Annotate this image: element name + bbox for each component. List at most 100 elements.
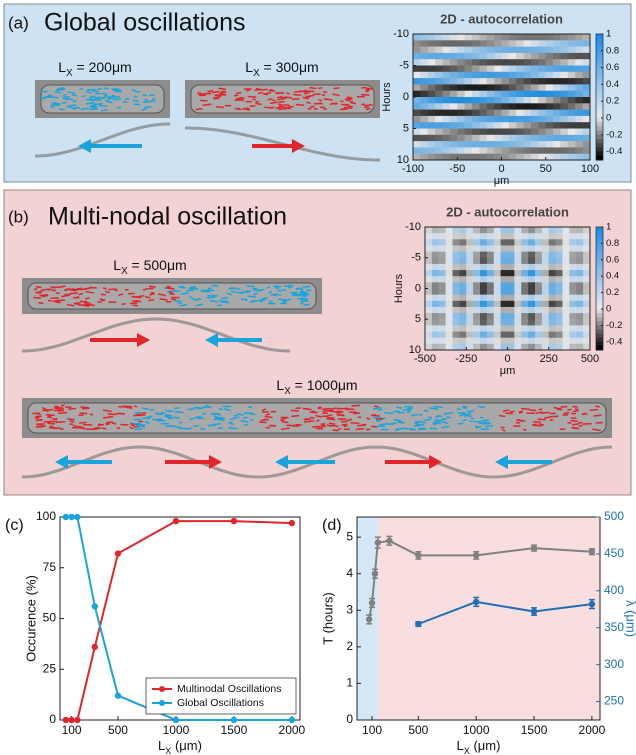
heatmap-texture [516, 103, 524, 110]
velocity-arrow [228, 422, 232, 423]
heatmap-texture [546, 135, 554, 142]
heatmap-texture [465, 53, 473, 60]
heatmap-texture [443, 129, 451, 136]
heatmap-texture [502, 40, 510, 47]
velocity-arrow [248, 296, 256, 297]
heatmap-texture [466, 276, 473, 283]
heatmap-texture [538, 141, 546, 148]
y-tick-label: 0 [346, 712, 353, 726]
heatmap-texture [420, 122, 428, 129]
heatmap-texture [446, 313, 453, 320]
heatmap-texture [553, 129, 561, 136]
heatmap-texture [556, 239, 563, 246]
heatmap-texture [502, 47, 510, 54]
velocity-arrow [117, 107, 121, 108]
heatmap-texture [473, 276, 480, 283]
y-axis-label: T (hours) [320, 592, 335, 645]
heatmap-texture [480, 264, 487, 271]
label-rest: (μm) [470, 738, 501, 753]
heatmap-texture [528, 245, 535, 252]
colorbar-segment [596, 34, 603, 39]
velocity-arrow [301, 295, 306, 296]
heatmap-texture [542, 233, 549, 240]
heatmap-texture [531, 53, 539, 60]
heatmap-texture [546, 66, 554, 73]
heatmap-texture [472, 91, 480, 98]
data-point [589, 601, 595, 607]
velocity-arrow [523, 429, 527, 430]
heatmap-texture [561, 66, 569, 73]
label-main: L [457, 738, 464, 753]
heatmap-texture [538, 47, 546, 54]
colorbar-segment [596, 126, 603, 131]
heatmap-texture [509, 72, 517, 79]
heatmap-texture [553, 66, 561, 73]
heatmap-texture [479, 34, 487, 41]
heatmap-texture [563, 245, 570, 252]
velocity-arrow [291, 416, 299, 417]
heatmap-texture [413, 129, 421, 136]
heatmap-texture [443, 110, 451, 117]
colorbar-segment [596, 297, 603, 302]
heatmap-texture [553, 97, 561, 104]
heatmap-texture [502, 59, 510, 66]
heatmap-texture [556, 245, 563, 252]
heatmap-texture [450, 103, 458, 110]
heatmap-texture [473, 295, 480, 302]
figure: (a) Global oscillations (b) Multi-nodal … [0, 0, 636, 755]
heatmap-texture [563, 239, 570, 246]
heatmap-texture [568, 47, 576, 54]
heatmap-texture [494, 239, 501, 246]
heatmap-texture [413, 135, 421, 142]
heatmap-texture [435, 147, 443, 154]
heatmap-texture [435, 53, 443, 60]
heatmap-texture [439, 338, 446, 345]
heatmap-texture [549, 252, 556, 259]
heatmap-texture [583, 141, 591, 148]
heatmap-texture [538, 116, 546, 123]
heatmap-texture [521, 252, 528, 259]
heatmap-texture [479, 91, 487, 98]
heatmap-texture [508, 325, 515, 332]
heatmap-texture [425, 325, 432, 332]
heatmap-texture [568, 91, 576, 98]
heatmap-texture [524, 66, 532, 73]
data-point [173, 518, 179, 524]
velocity-arrow [104, 95, 108, 96]
heatmap-texture [443, 154, 451, 161]
heatmap-texture [501, 233, 508, 240]
heatmap-texture [459, 227, 466, 234]
heatmap-texture [575, 154, 583, 161]
heatmap-texture [428, 129, 436, 136]
heatmap-texture [549, 289, 556, 296]
y-tick-label: 75 [43, 560, 57, 574]
heatmap-texture [487, 84, 495, 91]
heatmap-texture [435, 129, 443, 136]
heatmap-texture [466, 252, 473, 259]
heatmap-texture [435, 116, 443, 123]
velocity-arrow [138, 296, 145, 297]
velocity-arrow [435, 420, 438, 421]
data-point [231, 717, 237, 723]
heatmap-texture [508, 332, 515, 339]
heatmap-texture [546, 110, 554, 117]
y-tick-label: 5 [346, 529, 353, 543]
heatmap-texture [569, 307, 576, 314]
heatmap-texture [524, 72, 532, 79]
heatmap-texture [479, 53, 487, 60]
heatmap-texture [439, 245, 446, 252]
colorbar-segment [596, 235, 603, 240]
heatmap-texture [466, 338, 473, 345]
heatmap-texture [413, 141, 421, 148]
heatmap-texture [556, 258, 563, 265]
velocity-arrow [521, 408, 530, 409]
velocity-arrow [344, 426, 348, 427]
heatmap-texture [459, 325, 466, 332]
heatmap-texture [553, 72, 561, 79]
heatmap-texture [502, 91, 510, 98]
heatmap-texture [549, 332, 556, 339]
heatmap-texture [568, 84, 576, 91]
velocity-arrow [54, 408, 60, 409]
heatmap-texture [521, 289, 528, 296]
velocity-arrow [193, 425, 199, 426]
